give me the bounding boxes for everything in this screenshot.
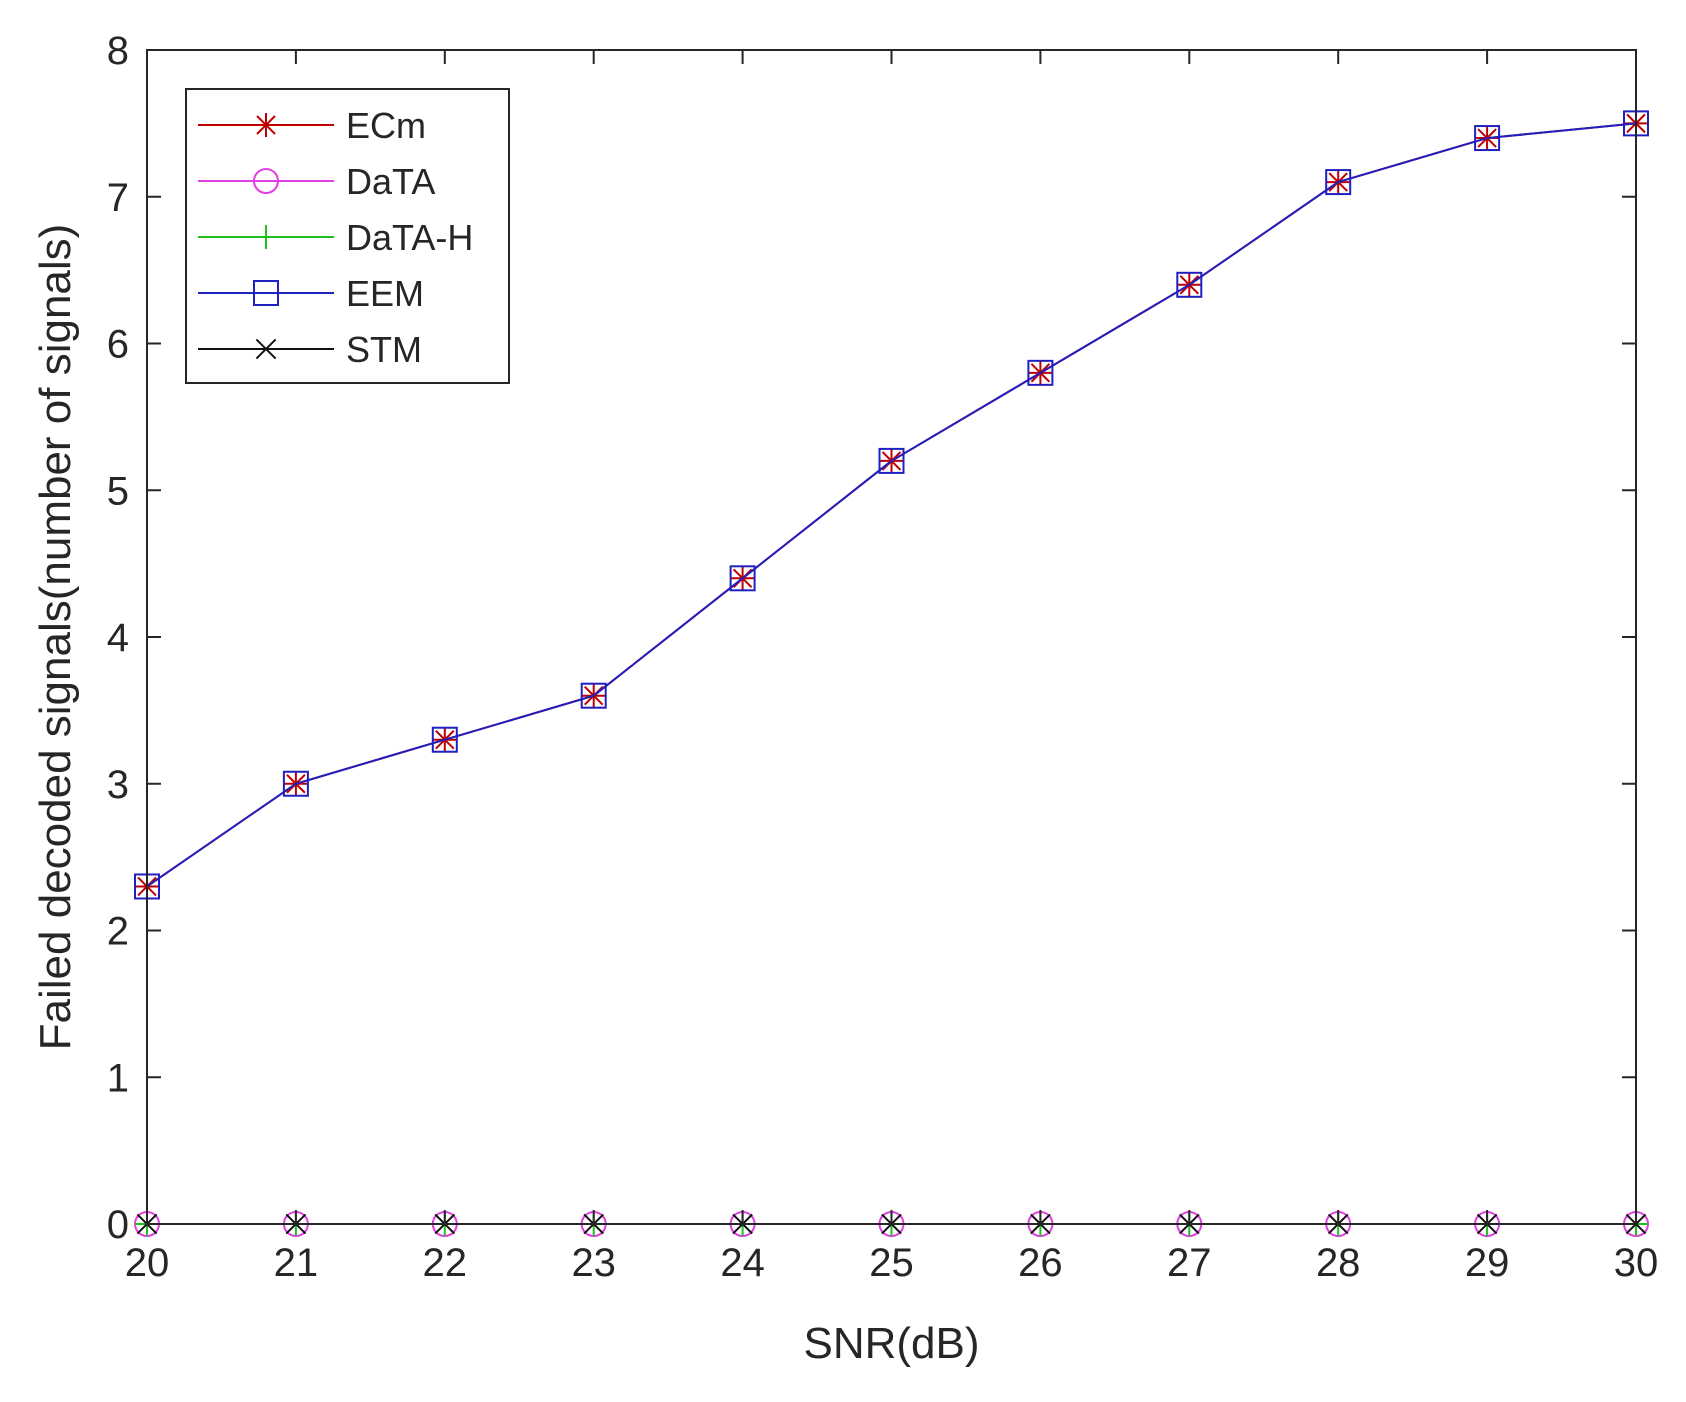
x-tick-label: 26: [1018, 1241, 1063, 1285]
y-tick-label: 2: [107, 910, 129, 954]
data-point-eem: [729, 565, 756, 592]
data-point-eem: [878, 447, 905, 474]
legend-label: DaTA-H: [346, 217, 473, 258]
y-axis-label: Failed decoded signals(number of signals…: [31, 224, 80, 1051]
x-tick-label: 22: [423, 1241, 468, 1285]
legend-marker: [254, 225, 278, 249]
legend-marker: [255, 338, 277, 360]
y-tick-label: 6: [107, 323, 129, 367]
legend-marker: [253, 280, 279, 306]
legend-label: ECm: [346, 105, 426, 146]
y-tick-label: 8: [107, 29, 129, 73]
x-tick-label: 25: [869, 1241, 914, 1285]
x-tick-label: 27: [1167, 1241, 1212, 1285]
series-line-eem: [146, 122, 1637, 888]
x-tick-label: 24: [720, 1241, 765, 1285]
legend-item-data: DaTA: [198, 161, 435, 202]
legend-item-eem: EEM: [198, 273, 424, 314]
x-tick-label: 23: [571, 1241, 616, 1285]
legend-item-stm: STM: [198, 329, 422, 370]
legend: ECm DaTA DaTA-H EEM STM: [185, 88, 510, 384]
legend-marker: [254, 113, 278, 137]
x-tick-label: 29: [1465, 1241, 1510, 1285]
y-tick-label: 4: [107, 616, 129, 660]
legend-label: STM: [346, 329, 422, 370]
data-point-eem: [580, 682, 607, 709]
data-point-eem: [1325, 169, 1352, 196]
data-point-eem: [1176, 271, 1203, 298]
x-tick-label: 28: [1316, 1241, 1361, 1285]
x-axis-label: SNR(dB): [803, 1319, 979, 1368]
x-tick-label: 30: [1614, 1241, 1659, 1285]
legend-label: DaTA: [346, 161, 435, 202]
legend-label: EEM: [346, 273, 424, 314]
y-tick-label: 0: [107, 1203, 129, 1247]
y-tick-label: 3: [107, 763, 129, 807]
y-tick-label: 1: [107, 1056, 129, 1100]
legend-item-ecm: ECm: [198, 105, 426, 146]
y-tick-label: 7: [107, 176, 129, 220]
legend-item-data-h: DaTA-H: [198, 217, 473, 258]
data-point-eem: [282, 770, 309, 797]
x-tick-label: 20: [125, 1241, 170, 1285]
legend-marker: [253, 168, 279, 194]
data-point-eem: [1027, 359, 1054, 386]
y-tick-label: 5: [107, 469, 129, 513]
x-tick-label: 21: [274, 1241, 319, 1285]
data-point-eem: [1474, 125, 1501, 152]
data-point-eem: [431, 726, 458, 753]
